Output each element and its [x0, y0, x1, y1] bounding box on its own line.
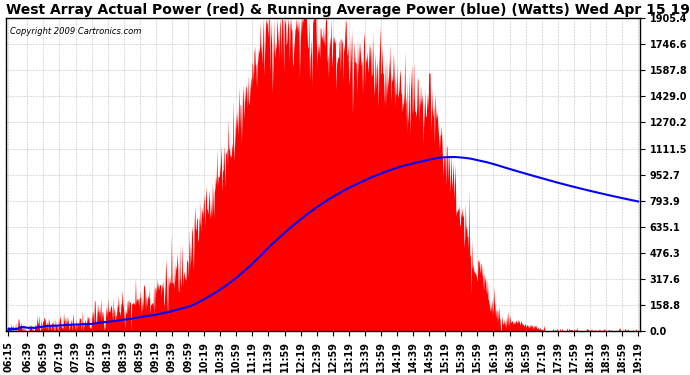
Text: Copyright 2009 Cartronics.com: Copyright 2009 Cartronics.com [10, 27, 141, 36]
Text: West Array Actual Power (red) & Running Average Power (blue) (Watts) Wed Apr 15 : West Array Actual Power (red) & Running … [6, 3, 690, 17]
